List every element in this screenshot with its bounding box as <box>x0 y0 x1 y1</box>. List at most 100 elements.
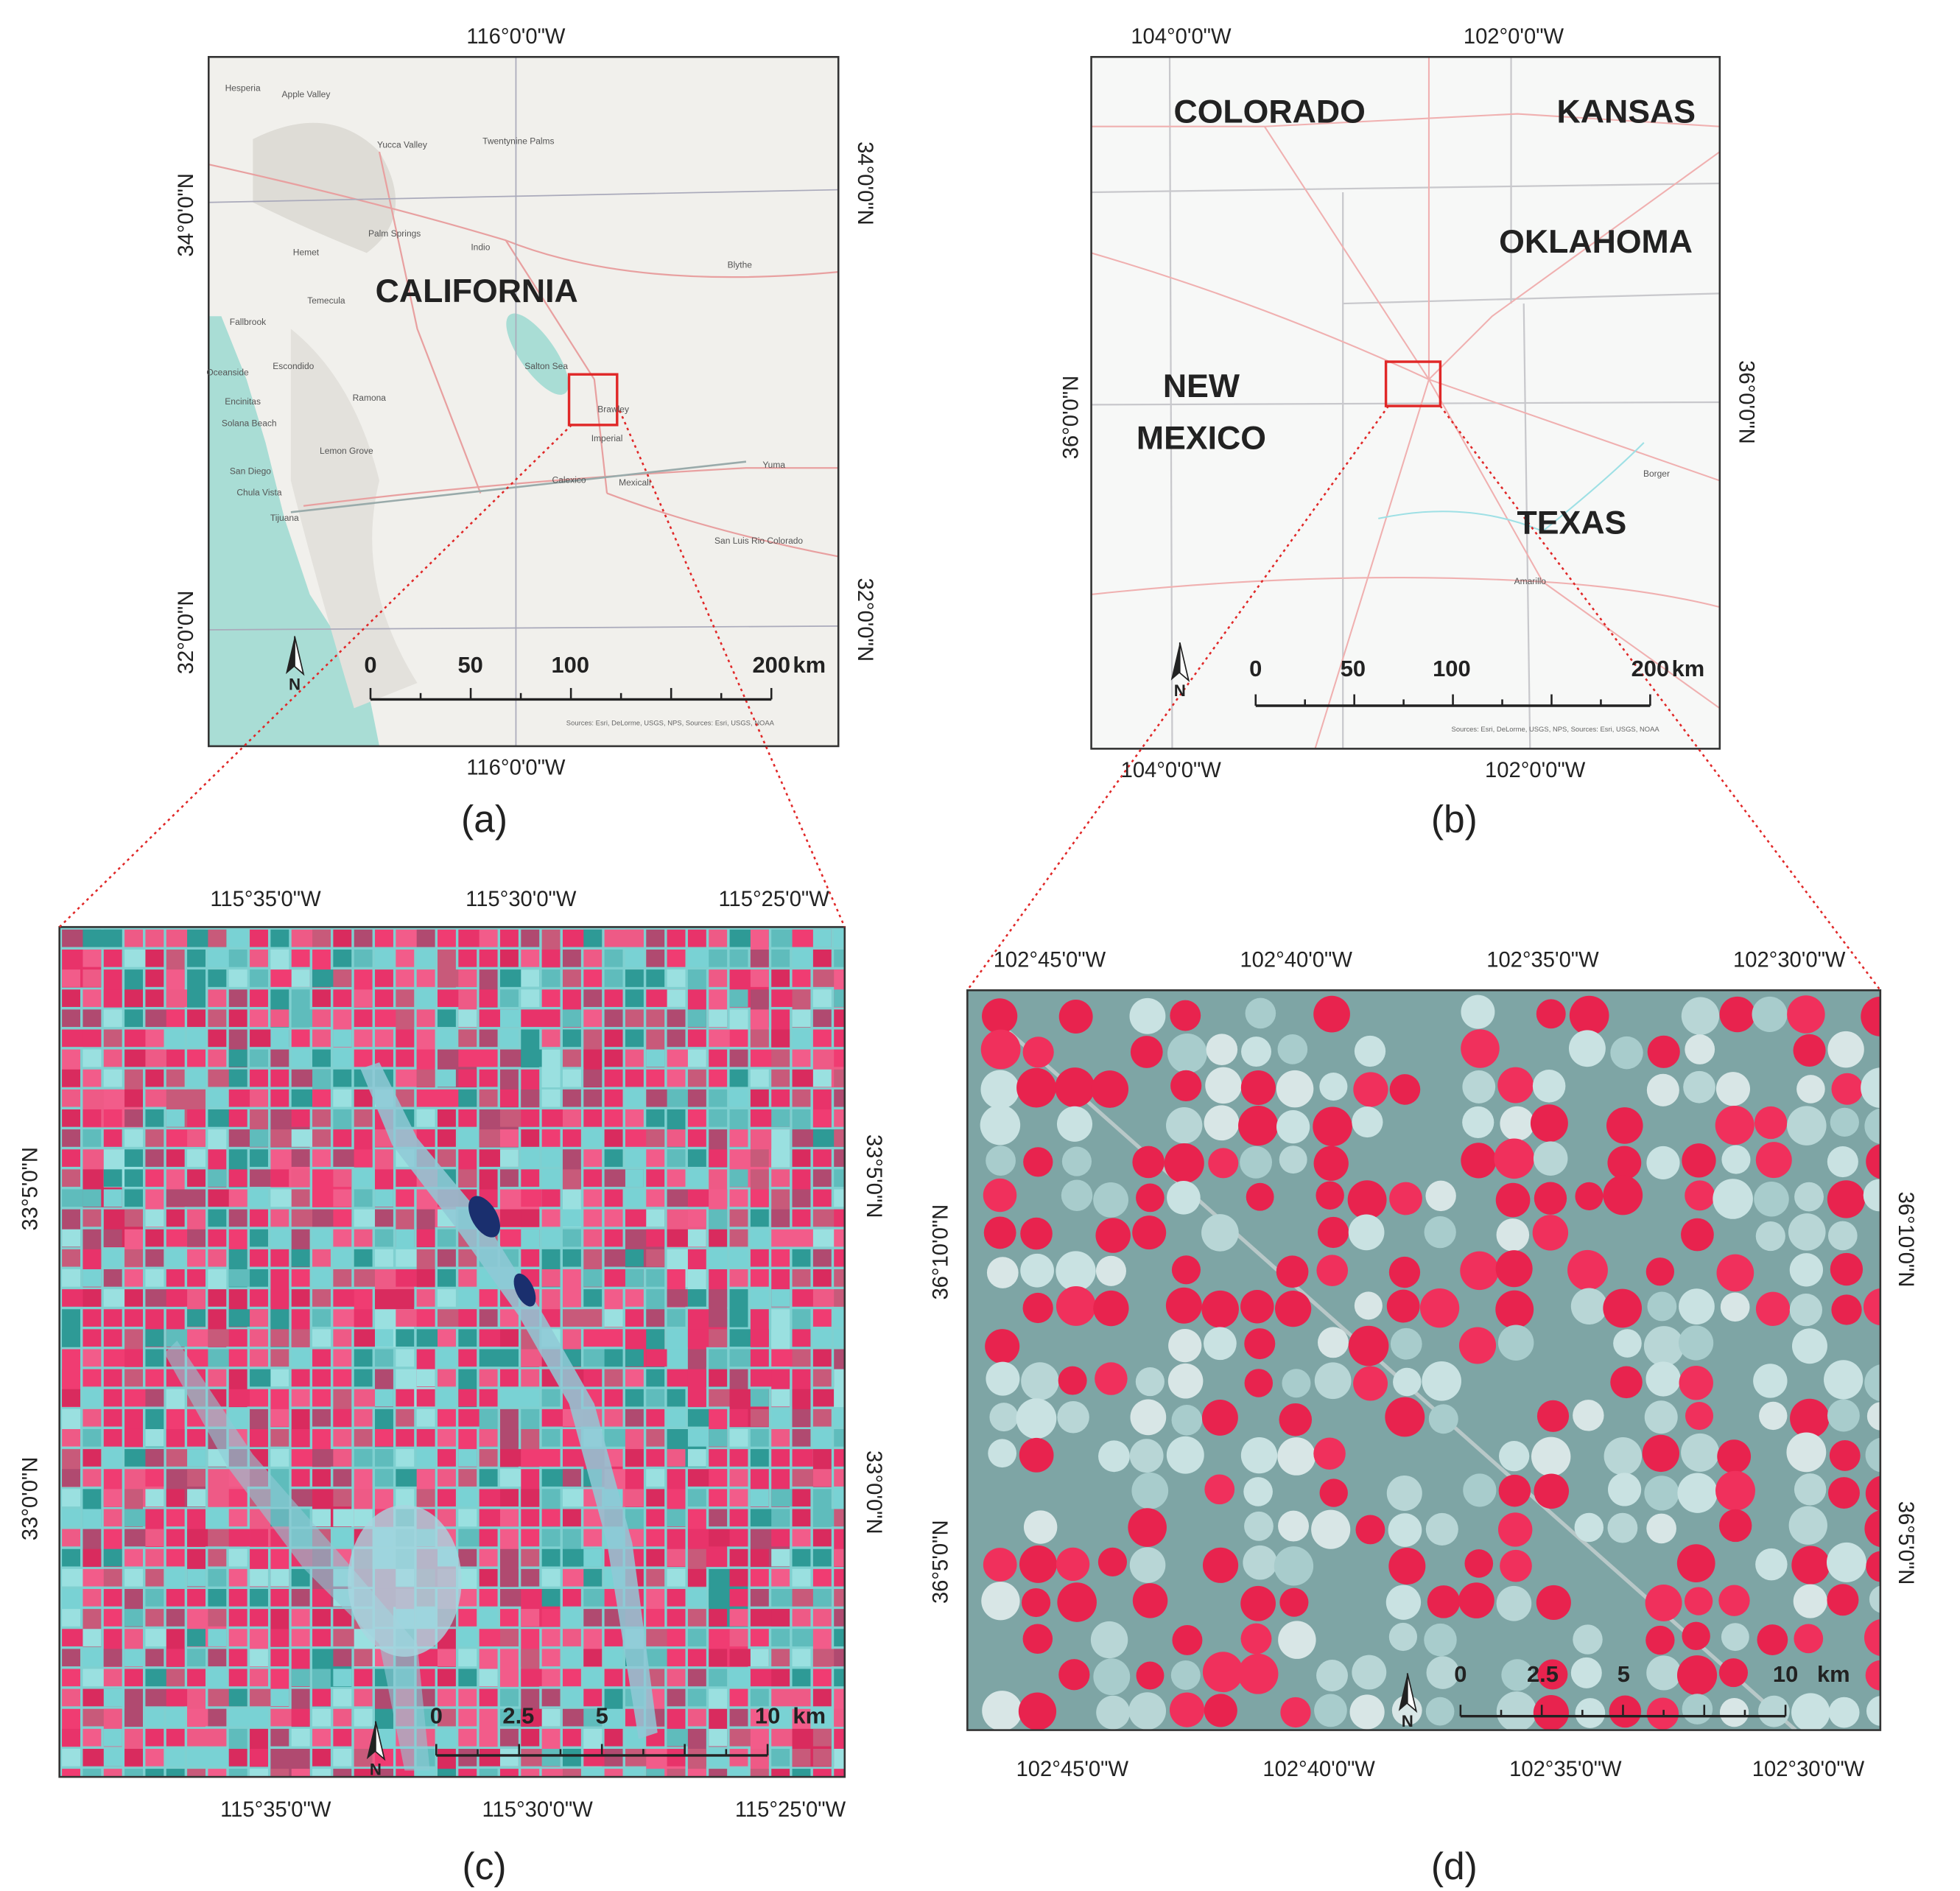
field <box>646 1408 665 1427</box>
field <box>228 1069 247 1087</box>
field <box>541 1129 561 1147</box>
field <box>646 1069 665 1087</box>
field <box>375 1349 393 1367</box>
field <box>82 1728 102 1747</box>
field <box>228 1588 247 1607</box>
field <box>312 1009 331 1028</box>
field <box>562 1029 581 1048</box>
field <box>103 1069 122 1087</box>
pivot-field <box>1022 1587 1051 1618</box>
pivot-field <box>1575 1182 1604 1210</box>
pivot-field <box>1426 1656 1460 1689</box>
pivot-field <box>1827 1221 1858 1251</box>
field <box>103 1609 122 1627</box>
border <box>290 460 747 513</box>
river <box>1378 442 1645 533</box>
longitude-label: 116°0'0"W <box>466 757 566 780</box>
place-name: Salton Sea <box>524 361 568 371</box>
field <box>82 1629 102 1646</box>
field <box>812 1289 845 1307</box>
field <box>416 1309 435 1327</box>
place-name: Borger <box>1643 469 1670 479</box>
pivot-field <box>1866 1551 1880 1582</box>
field <box>812 1329 832 1347</box>
field <box>354 1408 373 1427</box>
field <box>479 1289 498 1307</box>
pivot-field <box>986 1361 1020 1396</box>
field <box>250 1568 268 1587</box>
field <box>270 929 289 947</box>
field <box>604 949 623 967</box>
pivot-field <box>1090 1621 1128 1659</box>
field <box>82 1349 102 1367</box>
scale-label: 10 <box>1773 1661 1798 1687</box>
pivot-field <box>1238 1105 1279 1146</box>
field <box>709 1489 728 1507</box>
field <box>458 1109 477 1127</box>
field <box>771 1629 790 1646</box>
field <box>771 969 790 987</box>
field <box>479 1449 498 1467</box>
pivot-field <box>1061 1179 1093 1211</box>
field <box>729 1189 748 1207</box>
field <box>354 929 373 947</box>
pivot-field <box>1386 1475 1422 1511</box>
field <box>166 1769 185 1778</box>
field <box>646 1309 665 1327</box>
field <box>771 1649 790 1667</box>
field <box>583 1688 603 1707</box>
pivot-field <box>1499 1441 1530 1472</box>
pivot-field <box>1425 1697 1455 1726</box>
field <box>709 1109 728 1127</box>
field <box>354 1249 373 1267</box>
panel-caption: (b) <box>1431 798 1478 841</box>
field <box>479 929 498 947</box>
pivot-field <box>1277 1034 1308 1064</box>
field <box>812 1529 832 1547</box>
pivot-field <box>1678 1325 1714 1361</box>
field <box>187 1669 206 1687</box>
field <box>667 1349 686 1367</box>
pivot-field <box>1129 1439 1164 1473</box>
field <box>416 1069 435 1087</box>
field <box>312 1469 331 1487</box>
field <box>103 1669 122 1687</box>
pivot-field <box>1461 994 1495 1029</box>
field <box>291 1469 310 1487</box>
pivot-field <box>1458 1582 1494 1618</box>
field <box>479 1688 498 1707</box>
field <box>709 1469 728 1487</box>
field <box>228 1688 247 1707</box>
place-name: Palm Springs <box>368 228 421 239</box>
field <box>729 1469 748 1487</box>
field <box>604 1669 623 1687</box>
field <box>583 1289 603 1307</box>
field <box>62 1389 81 1407</box>
field <box>834 1269 845 1287</box>
longitude-label: 116°0'0"W <box>466 25 566 49</box>
pivot-field <box>1055 1067 1095 1108</box>
field <box>625 1489 644 1507</box>
field <box>208 1169 227 1187</box>
field <box>333 1189 352 1207</box>
pivot-field <box>1827 1146 1858 1178</box>
field <box>625 1189 644 1207</box>
pivot-field <box>1202 1652 1243 1693</box>
frames <box>58 56 1882 1778</box>
field <box>625 1069 644 1087</box>
field <box>646 1449 665 1467</box>
longitude-label: 115°25'0"W <box>735 1798 846 1822</box>
field <box>812 1189 832 1207</box>
field <box>479 1469 498 1487</box>
field <box>458 1169 477 1187</box>
field <box>166 1249 185 1267</box>
field <box>604 1069 623 1087</box>
field <box>646 1489 665 1507</box>
field <box>458 1389 477 1407</box>
pivot-field <box>1606 1107 1643 1144</box>
field <box>541 1009 561 1028</box>
pivot-field <box>1719 1697 1749 1727</box>
field <box>541 949 561 967</box>
field <box>187 1649 206 1667</box>
field <box>646 1369 665 1387</box>
